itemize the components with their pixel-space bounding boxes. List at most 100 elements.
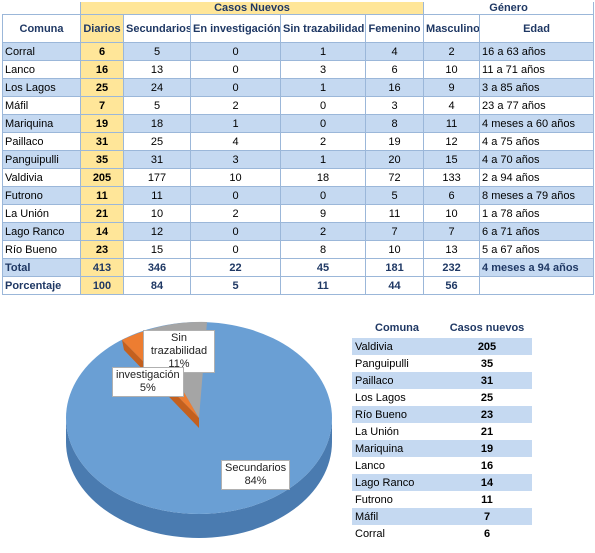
- side-cases-table: Comuna Casos nuevos Valdivia 205 Panguipul…: [352, 318, 532, 542]
- cell-investigacion: 22: [190, 258, 281, 277]
- side-cell-comuna: Los Lagos: [355, 391, 406, 404]
- cell-edad: 4 meses a 60 años: [479, 114, 595, 133]
- side-table-row: Valdivia 205: [352, 338, 532, 355]
- cell-edad: [479, 276, 595, 295]
- cell-edad: 4 a 70 años: [479, 150, 595, 169]
- cell-edad: 8 meses a 79 años: [479, 186, 595, 205]
- cell-edad: 6 a 71 años: [479, 222, 595, 241]
- cell-diarios: 6: [80, 42, 124, 61]
- side-cell-casos: 205: [442, 338, 532, 355]
- cell-comuna: Panguipulli: [2, 150, 81, 169]
- cell-sin_traz: 1: [280, 42, 366, 61]
- cell-masc: 232: [423, 258, 481, 277]
- cell-secundarios: 11: [123, 186, 191, 205]
- cell-comuna: Porcentaje: [2, 276, 81, 295]
- cell-masc: 133: [423, 168, 481, 187]
- cell-edad: 5 a 67 años: [479, 240, 595, 259]
- cell-masc: 6: [423, 186, 481, 205]
- cell-diarios: 14: [80, 222, 124, 241]
- cases-table: Casos Nuevos Género Comuna Diarios Secun…: [2, 2, 595, 295]
- side-cell-casos: 14: [442, 474, 532, 491]
- table-row: Futrono 11 11 0 0 5 6 8 meses a 79 años: [2, 186, 595, 205]
- table-row: Panguipulli 35 31 3 1 20 15 4 a 70 años: [2, 150, 595, 169]
- cell-edad: 3 a 85 años: [479, 78, 595, 97]
- table-row: Lago Ranco 14 12 0 2 7 7 6 a 71 años: [2, 222, 595, 241]
- cell-comuna: Los Lagos: [2, 78, 81, 97]
- side-cell-comuna: Panguipulli: [355, 357, 409, 370]
- side-cell-casos: 21: [480, 425, 494, 438]
- masculino-col-header: Masculino: [423, 14, 481, 43]
- cell-fem: 181: [364, 258, 425, 277]
- cell-edad: 23 a 77 años: [479, 96, 595, 115]
- table-row: Los Lagos 25 24 0 1 16 9 3 a 85 años: [2, 78, 595, 97]
- cell-sin_traz: 45: [280, 258, 366, 277]
- diarios-col-header: Diarios: [80, 14, 124, 43]
- table-row: Lanco 16 13 0 3 6 10 11 a 71 años: [2, 60, 595, 79]
- cell-sin_traz: 3: [280, 60, 366, 79]
- side-cell-casos: 19: [442, 440, 532, 457]
- cell-investigacion: 4: [190, 132, 281, 151]
- side-casos-header: Casos nuevos: [449, 322, 525, 334]
- side-cell-comuna: Futrono: [355, 493, 393, 506]
- cell-comuna: Valdivia: [2, 168, 81, 187]
- cell-secundarios: 84: [123, 276, 191, 295]
- cell-secundarios: 5: [123, 96, 191, 115]
- cell-sin_traz: 1: [280, 150, 366, 169]
- cell-diarios: 16: [80, 60, 124, 79]
- cell-comuna: Mariquina: [2, 114, 81, 133]
- cell-edad: 1 a 78 años: [479, 204, 595, 223]
- cell-investigacion: 2: [190, 96, 281, 115]
- cell-masc: 12: [423, 132, 481, 151]
- side-cell-casos: 31: [442, 372, 532, 389]
- cell-fem: 3: [364, 96, 425, 115]
- cell-sin_traz: 0: [280, 186, 366, 205]
- side-cell-comuna: Paillaco: [352, 372, 442, 389]
- investigacion-col-header: En investigación: [190, 14, 281, 43]
- cell-comuna: Corral: [2, 42, 81, 61]
- cell-edad: 4 meses a 94 años: [479, 258, 595, 277]
- cell-fem: 8: [364, 114, 425, 133]
- cell-comuna: Lanco: [2, 60, 81, 79]
- cell-investigacion: 10: [190, 168, 281, 187]
- cell-sin_traz: 11: [280, 276, 366, 295]
- comuna-col-header: Comuna: [2, 14, 81, 43]
- secundarios-col-header: Secundarios: [123, 14, 191, 43]
- cell-secundarios: 12: [123, 222, 191, 241]
- cell-diarios: 19: [80, 114, 124, 133]
- cell-secundarios: 10: [123, 204, 191, 223]
- cell-comuna: Lago Ranco: [2, 222, 81, 241]
- cell-diarios: 35: [80, 150, 124, 169]
- cell-fem: 6: [364, 60, 425, 79]
- cell-sin_traz: 0: [280, 114, 366, 133]
- cell-sin_traz: 9: [280, 204, 366, 223]
- cell-fem: 16: [364, 78, 425, 97]
- cell-diarios: 23: [80, 240, 124, 259]
- side-table-row: Corral 6: [352, 525, 532, 542]
- sin-trazabilidad-col-header: Sin trazabilidad: [280, 14, 366, 43]
- cell-comuna: Máfil: [2, 96, 81, 115]
- cell-secundarios: 31: [123, 150, 191, 169]
- cell-sin_traz: 2: [280, 132, 366, 151]
- cell-edad: 2 a 94 años: [479, 168, 595, 187]
- table-row: Corral 6 5 0 1 4 2 16 a 63 años: [2, 42, 595, 61]
- cell-masc: 56: [423, 276, 481, 295]
- table-row: Valdivia 205 177 10 18 72 133 2 a 94 años: [2, 168, 595, 187]
- cell-fem: 20: [364, 150, 425, 169]
- edad-col-header: Edad: [479, 14, 595, 43]
- cell-diarios: 205: [80, 168, 124, 187]
- pie-label-investigacion: investigación 5%: [112, 367, 184, 397]
- cell-secundarios: 13: [123, 60, 191, 79]
- pie-chart: Sin trazabilidad 11% investigación 5% Se…: [62, 312, 336, 548]
- cell-masc: 9: [423, 78, 481, 97]
- cell-investigacion: 0: [190, 78, 281, 97]
- cell-sin_traz: 0: [280, 96, 366, 115]
- pie-side: [66, 418, 332, 538]
- cell-masc: 10: [423, 204, 481, 223]
- side-cell-casos: 35: [480, 357, 494, 370]
- cell-edad: 4 a 75 años: [479, 132, 595, 151]
- cell-fem: 10: [364, 240, 425, 259]
- cell-investigacion: 0: [190, 222, 281, 241]
- side-cell-casos: 23: [442, 406, 532, 423]
- cell-masc: 4: [423, 96, 481, 115]
- side-cell-comuna: Valdivia: [352, 338, 442, 355]
